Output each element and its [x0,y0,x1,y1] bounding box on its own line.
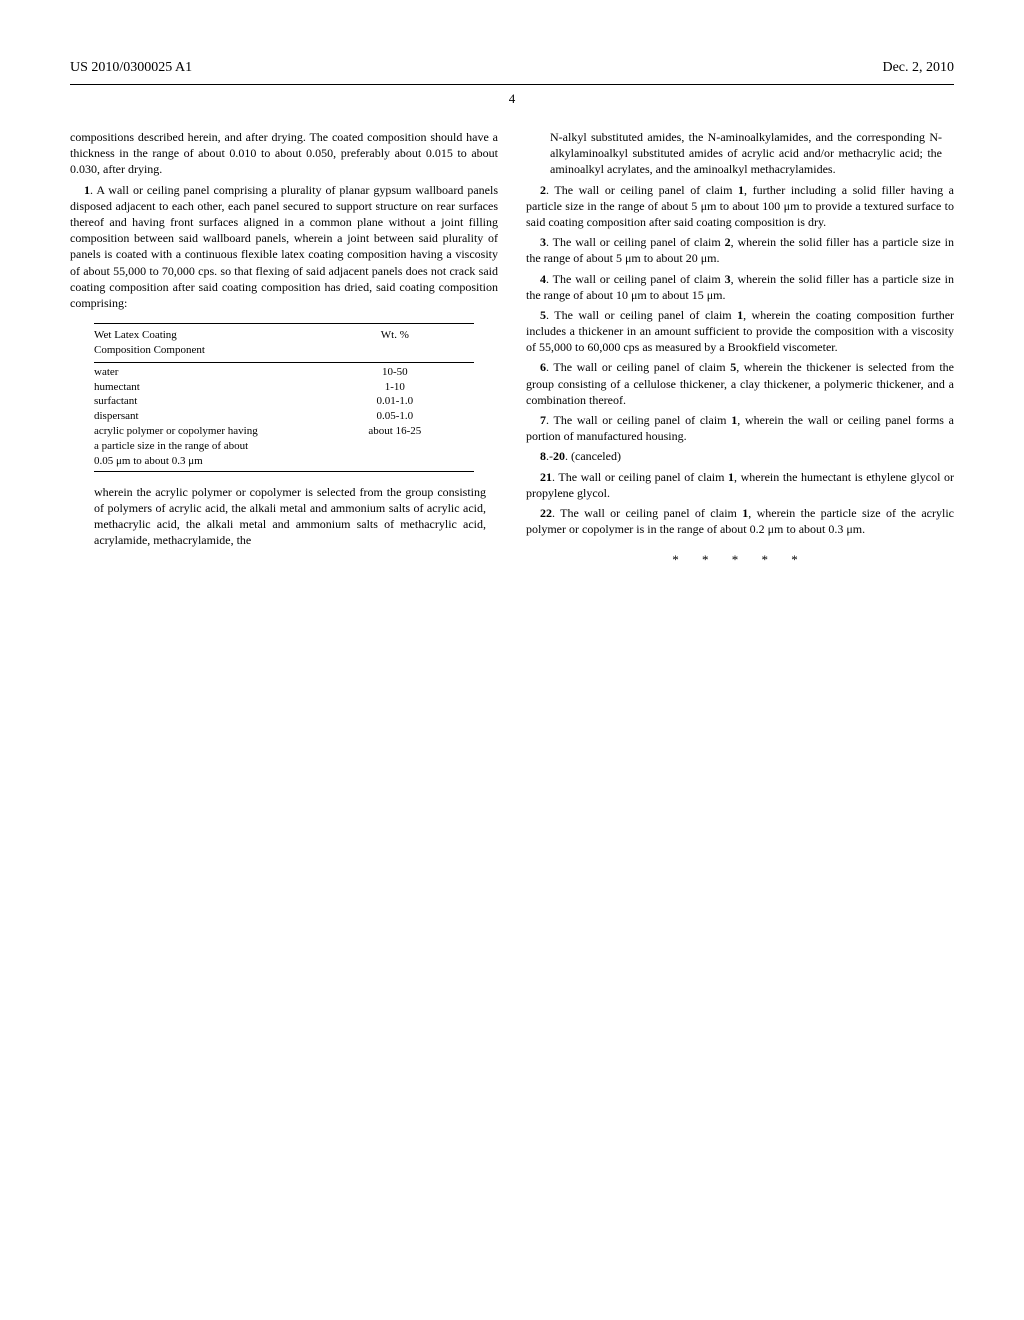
claim-5-text-a: . The wall or ceiling panel of claim [546,308,737,322]
table-row: dispersant 0.05-1.0 [94,409,474,424]
intro-paragraph: compositions described herein, and after… [70,129,498,178]
claim-21: 21. The wall or ceiling panel of claim 1… [526,469,954,501]
claim-8-dash: .- [546,449,553,463]
claim-4-text-a: . The wall or ceiling panel of claim [546,272,725,286]
claim-number-22: 22 [540,506,552,520]
table-header-right: Wt. % [316,328,474,358]
table-header-left: Wet Latex Coating Composition Component [94,328,316,358]
page-number: 4 [70,91,954,107]
end-marks: * * * * * [526,551,954,569]
table-header-row: Wet Latex Coating Composition Component … [94,326,474,360]
table-header-left-line1: Wet Latex Coating [94,329,177,341]
table-cell: water [94,365,316,380]
table-row: water 10-50 [94,365,474,380]
table-header-left-line2: Composition Component [94,344,205,356]
page-header: US 2010/0300025 A1 Dec. 2, 2010 [70,60,954,76]
table-cell: about 16-25 [316,424,474,439]
claim-8-20: 8.-20. (canceled) [526,448,954,464]
table-row: surfactant 0.01-1.0 [94,394,474,409]
coating-composition-table: Wet Latex Coating Composition Component … [94,323,474,472]
claim-6-text-a: . The wall or ceiling panel of claim [546,360,730,374]
claim-3-text-a: . The wall or ceiling panel of claim [546,235,725,249]
table-cell: a particle size in the range of about [94,439,316,454]
table-cell: surfactant [94,394,316,409]
claim-22-text-a: . The wall or ceiling panel of claim [552,506,742,520]
table-row: acrylic polymer or copolymer having abou… [94,424,474,439]
table-cell: acrylic polymer or copolymer having [94,424,316,439]
claim-2: 2. The wall or ceiling panel of claim 1,… [526,182,954,231]
claim-7: 7. The wall or ceiling panel of claim 1,… [526,412,954,444]
table-cell: 0.05-1.0 [316,409,474,424]
patent-date: Dec. 2, 2010 [512,60,954,76]
claim-1-text: . A wall or ceiling panel comprising a p… [70,183,498,310]
claim-number-21: 21 [540,470,552,484]
table-cell: 10-50 [316,365,474,380]
patent-number: US 2010/0300025 A1 [70,60,512,76]
table-cell: 1-10 [316,380,474,395]
claim-7-text-a: . The wall or ceiling panel of claim [546,413,731,427]
wherein-continued: N-alkyl substituted amides, the N-aminoa… [550,129,942,178]
table-cell [316,439,474,454]
claim-4: 4. The wall or ceiling panel of claim 3,… [526,271,954,303]
table-cell: 0.01-1.0 [316,394,474,409]
table-row: 0.05 μm to about 0.3 μm [94,454,474,469]
table-cell: humectant [94,380,316,395]
table-cell [316,454,474,469]
claim-5: 5. The wall or ceiling panel of claim 1,… [526,307,954,356]
table-cell: 0.05 μm to about 0.3 μm [94,454,316,469]
body-columns: compositions described herein, and after… [70,129,954,569]
header-rule [70,84,954,85]
table-cell: dispersant [94,409,316,424]
wherein-paragraph: wherein the acrylic polymer or copolymer… [94,484,486,549]
claim-3: 3. The wall or ceiling panel of claim 2,… [526,234,954,266]
claim-2-text-a: . The wall or ceiling panel of claim [546,183,738,197]
claim-6: 6. The wall or ceiling panel of claim 5,… [526,359,954,408]
claim-21-text-a: . The wall or ceiling panel of claim [552,470,728,484]
claim-22: 22. The wall or ceiling panel of claim 1… [526,505,954,537]
claim-number-20: 20 [553,449,565,463]
table-row: a particle size in the range of about [94,439,474,454]
table-row: humectant 1-10 [94,380,474,395]
claim-8-rest: . (canceled) [565,449,621,463]
claim-1: 1. A wall or ceiling panel comprising a … [70,182,498,312]
